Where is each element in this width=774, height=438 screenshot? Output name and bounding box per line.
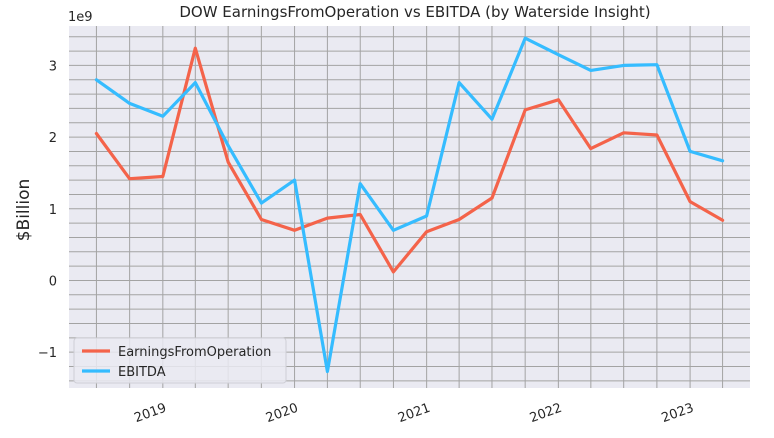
x-tick-label: 2019 — [132, 401, 168, 426]
legend-box — [73, 337, 287, 384]
y-axis-label: $Billion — [14, 179, 34, 242]
x-tick-label: 2023 — [660, 401, 696, 426]
x-tick-label: 2022 — [528, 401, 564, 426]
y-tick-label: 0 — [49, 274, 57, 289]
y-tick-label: 3 — [49, 59, 57, 74]
series-line-ebitda — [94, 36, 725, 374]
chart-title: DOW EarningsFromOperation vs EBITDA (by … — [179, 3, 650, 21]
legend: EarningsFromOperation EBITDA — [73, 337, 287, 384]
y-axis-offset-label: 1e9 — [68, 10, 93, 25]
y-tick-label: 2 — [49, 131, 57, 146]
legend-label: EBITDA — [118, 365, 166, 380]
plot-area — [69, 26, 750, 388]
x-tick-label: 2020 — [264, 401, 300, 426]
x-tick-label: 2021 — [396, 401, 432, 426]
y-tick-label: 1 — [49, 203, 57, 218]
series-line-earningsfromoperation — [94, 46, 725, 274]
y-tick-label: −1 — [38, 346, 57, 361]
legend-label: EarningsFromOperation — [118, 345, 271, 360]
